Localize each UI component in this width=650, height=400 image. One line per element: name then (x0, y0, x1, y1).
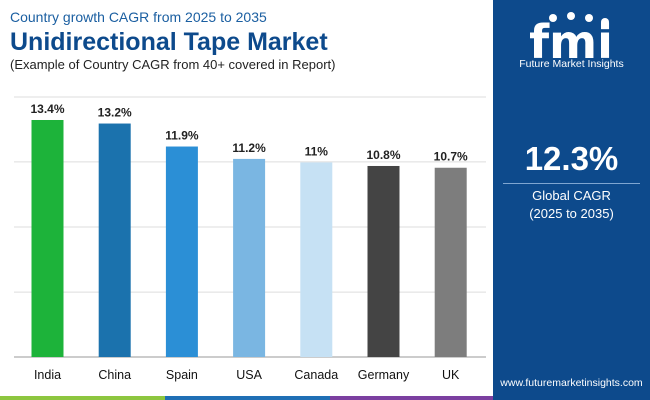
bar-china[interactable] (98, 123, 131, 357)
chart-note: (Example of Country CAGR from 40+ covere… (10, 57, 336, 72)
tick-label-spain: Spain (166, 368, 198, 382)
data-label-china: 13.2% (98, 106, 132, 120)
global-cagr-label: Global CAGR (532, 188, 611, 203)
global-cagr-value: 12.3% (524, 140, 619, 177)
website-link[interactable]: www.futuremarketinsights.com (500, 377, 643, 389)
footer-strip-purple (330, 396, 493, 400)
svg-text:fmi: fmi (529, 15, 613, 69)
bar-canada[interactable] (300, 162, 333, 357)
bar-india[interactable] (31, 119, 64, 357)
bar-usa[interactable] (233, 158, 266, 357)
data-label-usa: 11.2% (232, 141, 266, 155)
data-label-germany: 10.8% (366, 148, 400, 162)
bar-germany[interactable] (367, 165, 400, 357)
data-label-india: 13.4% (30, 102, 64, 116)
fmi-logo: fmi (529, 12, 613, 69)
chart-subtitle: Country growth CAGR from 2025 to 2035 (10, 9, 267, 25)
panel-divider (503, 183, 640, 184)
bar-chart: 13.4% India 13.2% China 11.9% Spain 11.2% USA 11… (14, 96, 486, 382)
tick-label-canada: Canada (294, 368, 338, 382)
tick-label-uk: UK (442, 368, 460, 382)
data-label-uk: 10.7% (434, 150, 468, 164)
bar-uk[interactable] (434, 167, 467, 357)
tick-label-china: China (98, 368, 131, 382)
brand-name: Future Market Insights (519, 58, 624, 70)
side-panel: fmi Future Market Insights 12.3% Global … (493, 0, 650, 400)
tick-label-india: India (34, 368, 61, 382)
data-label-canada: 11% (305, 144, 329, 158)
data-label-spain: 11.9% (165, 129, 199, 143)
bar-spain[interactable] (165, 146, 198, 357)
global-cagr-period: (2025 to 2035) (529, 206, 614, 221)
tick-label-germany: Germany (358, 368, 410, 382)
chart-title: Unidirectional Tape Market (10, 28, 328, 56)
footer-strip-green (0, 396, 165, 400)
footer-strip-blue (165, 396, 330, 400)
tick-label-usa: USA (236, 368, 262, 382)
